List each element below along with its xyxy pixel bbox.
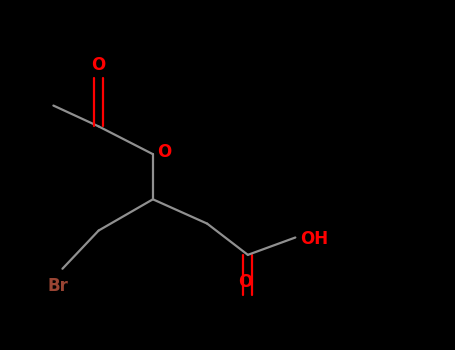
Text: O: O (157, 144, 172, 161)
Text: OH: OH (300, 230, 328, 248)
Text: O: O (91, 56, 106, 74)
Text: Br: Br (47, 278, 68, 295)
Text: O: O (238, 273, 253, 291)
